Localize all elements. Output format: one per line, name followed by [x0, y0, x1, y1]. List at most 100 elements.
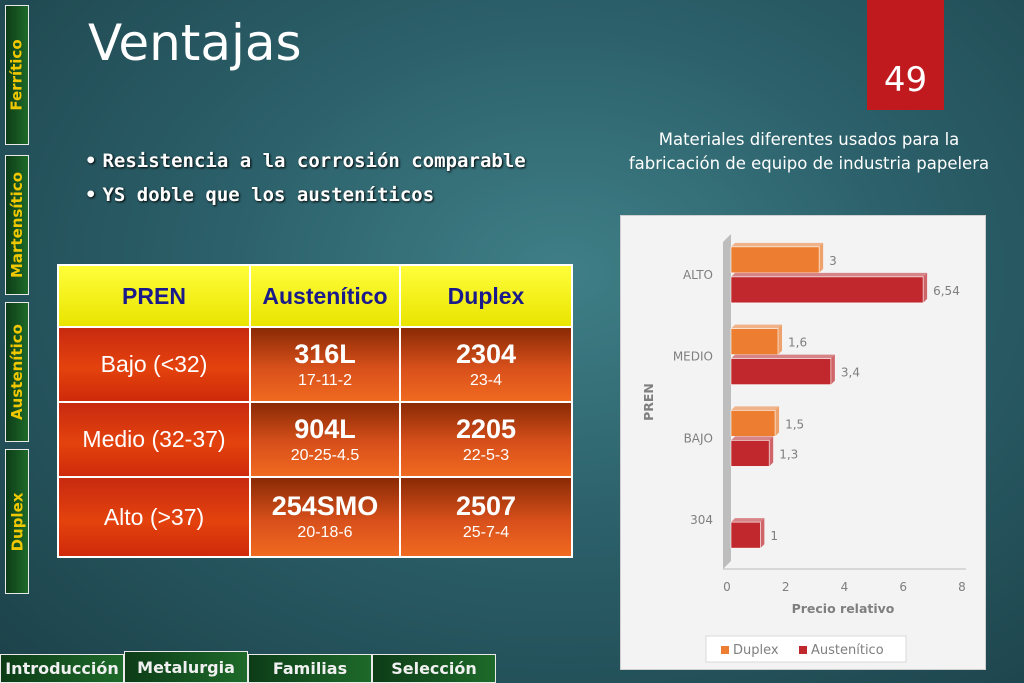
legend-swatch-duplex: [721, 646, 729, 654]
bar-austenítico: [730, 358, 832, 385]
x-tick-label: 2: [782, 580, 790, 594]
side-tab-label: Ferrítico: [8, 39, 27, 111]
bar-side: [923, 272, 928, 303]
legend-swatch-austenitico: [799, 646, 807, 654]
bullet-text: Resistencia a la corrosión comparable: [102, 150, 526, 172]
nav-label: Metalurgia: [137, 657, 235, 677]
category-label: BAJO: [684, 431, 713, 445]
bar-top: [731, 354, 835, 359]
grade-composition: 20-18-6: [297, 524, 353, 541]
x-tick-label: 8: [958, 580, 966, 594]
nav-label: Selección: [391, 659, 477, 678]
nav-label: Introducción: [5, 659, 119, 678]
chart-svg: ALTO 3 6,54 MEDIO 1,6 3,4 BAJO 1,5 1,3 304 1 0 2 4 6 8 P…: [641, 234, 966, 663]
data-label: 1: [770, 529, 778, 543]
side-tab-duplex[interactable]: Duplex: [5, 449, 29, 594]
bar-duplex: [730, 328, 779, 355]
grade-composition: 23-4: [469, 371, 503, 389]
grade-cell: 2507 25-7-4: [399, 476, 573, 558]
category-label: ALTO: [683, 268, 713, 282]
bar-side: [830, 354, 835, 385]
grade-name: 2304: [455, 338, 517, 369]
data-label: 1,5: [785, 417, 804, 431]
grade-cell: 316L 17-11-2: [249, 326, 401, 403]
bullet-marker: •: [85, 150, 97, 172]
nav-label: Familias: [272, 659, 348, 678]
bar-side: [775, 406, 780, 437]
category-label: 304: [690, 513, 713, 527]
bullet-list: • Resistencia a la corrosión comparable •…: [85, 150, 526, 218]
pren-table: PREN Austenítico Duplex Bajo (<32) 316L 1…: [57, 264, 573, 558]
table-header: PREN: [57, 264, 251, 328]
table-row: Medio (32-37) 904L 20-25-4.5 2205 22-5-3: [57, 401, 573, 478]
bullet-marker: •: [85, 184, 97, 206]
page-number: 49: [867, 0, 944, 110]
data-label: 1,3: [779, 447, 798, 461]
bar-austenítico: [730, 276, 924, 304]
grade-name: 254SMO: [271, 491, 379, 521]
side-tab-label: Duplex: [8, 492, 27, 551]
bullet-item: • Resistencia a la corrosión comparable: [85, 150, 526, 172]
page-title: Ventajas: [88, 14, 302, 72]
bullet-text: YS doble que los austeníticos: [102, 184, 435, 206]
bar-side: [760, 518, 765, 549]
grade-cell: 2304 23-4: [399, 326, 573, 403]
x-tick-label: 4: [841, 580, 849, 594]
data-label: 6,54: [933, 284, 960, 298]
nav-metalurgia[interactable]: Metalurgia: [124, 651, 248, 683]
nav-seleccion[interactable]: Selección: [372, 654, 496, 683]
grade-cell: 2205 22-5-3: [399, 401, 573, 478]
side-tab-ferritico[interactable]: Ferrítico: [5, 5, 29, 145]
grade-composition: 20-25-4.5: [290, 446, 360, 464]
grade-cell: 904L 20-25-4.5: [249, 401, 401, 478]
side-tab-label: Austenítico: [8, 324, 27, 420]
bar-top: [731, 324, 782, 329]
bar-duplex: [730, 410, 776, 437]
data-label: 3,4: [841, 366, 860, 380]
chart-caption: Materiales diferentes usados para la fab…: [628, 130, 990, 173]
bar-side: [778, 324, 782, 355]
nav-introduccion[interactable]: Introducción: [0, 654, 124, 683]
table-header-row: PREN Austenítico Duplex: [57, 264, 573, 328]
category-label: MEDIO: [673, 350, 713, 364]
bar-austenítico: [730, 440, 770, 467]
bar-top: [731, 406, 780, 411]
x-axis-title: Precio relativo: [792, 601, 895, 616]
bar-side: [819, 242, 824, 273]
data-label: 1,6: [788, 336, 807, 350]
table-row: Alto (>37) 254SMO 20-18-6 2507 25-7-4: [57, 476, 573, 558]
bar-top: [731, 436, 774, 441]
row-label: Medio (32-37): [57, 401, 251, 478]
grade-composition: 22-5-3: [462, 446, 510, 464]
legend-label: Duplex: [733, 643, 779, 658]
table-row: Bajo (<32) 316L 17-11-2 2304 23-4: [57, 326, 573, 403]
grade-name: 2205: [455, 413, 517, 444]
side-tab-label: Martensítico: [8, 171, 26, 279]
grade-name: 316L: [294, 338, 356, 369]
nav-familias[interactable]: Familias: [248, 654, 372, 683]
row-label: Bajo (<32): [57, 326, 251, 403]
y-axis-title: PREN: [641, 383, 656, 421]
row-label: Alto (>37): [57, 476, 251, 558]
price-chart: ALTO 3 6,54 MEDIO 1,6 3,4 BAJO 1,5 1,3 304 1 0 2 4 6 8 P…: [620, 215, 986, 670]
table-header: Duplex: [399, 264, 573, 328]
grade-cell: 254SMO 20-18-6: [249, 476, 401, 558]
side-tab-austenitico[interactable]: Austenítico: [5, 302, 29, 442]
bar-austenítico: [730, 521, 761, 549]
data-label: 3: [829, 254, 837, 268]
grade-composition: 25-7-4: [462, 524, 510, 541]
x-tick-label: 0: [723, 580, 731, 594]
bar-duplex: [730, 246, 820, 274]
grade-name: 2507: [455, 491, 517, 521]
bar-top: [731, 272, 928, 277]
bar-side: [769, 436, 774, 467]
grade-composition: 17-11-2: [298, 371, 352, 389]
grade-name: 904L: [294, 413, 356, 444]
bar-top: [731, 242, 824, 247]
table-header: Austenítico: [249, 264, 401, 328]
x-tick-label: 6: [899, 580, 907, 594]
axis-wall: [723, 234, 731, 569]
side-tab-martensitico[interactable]: Martensítico: [5, 155, 29, 295]
bar-top: [731, 518, 765, 523]
legend-label: Austenítico: [811, 643, 884, 658]
